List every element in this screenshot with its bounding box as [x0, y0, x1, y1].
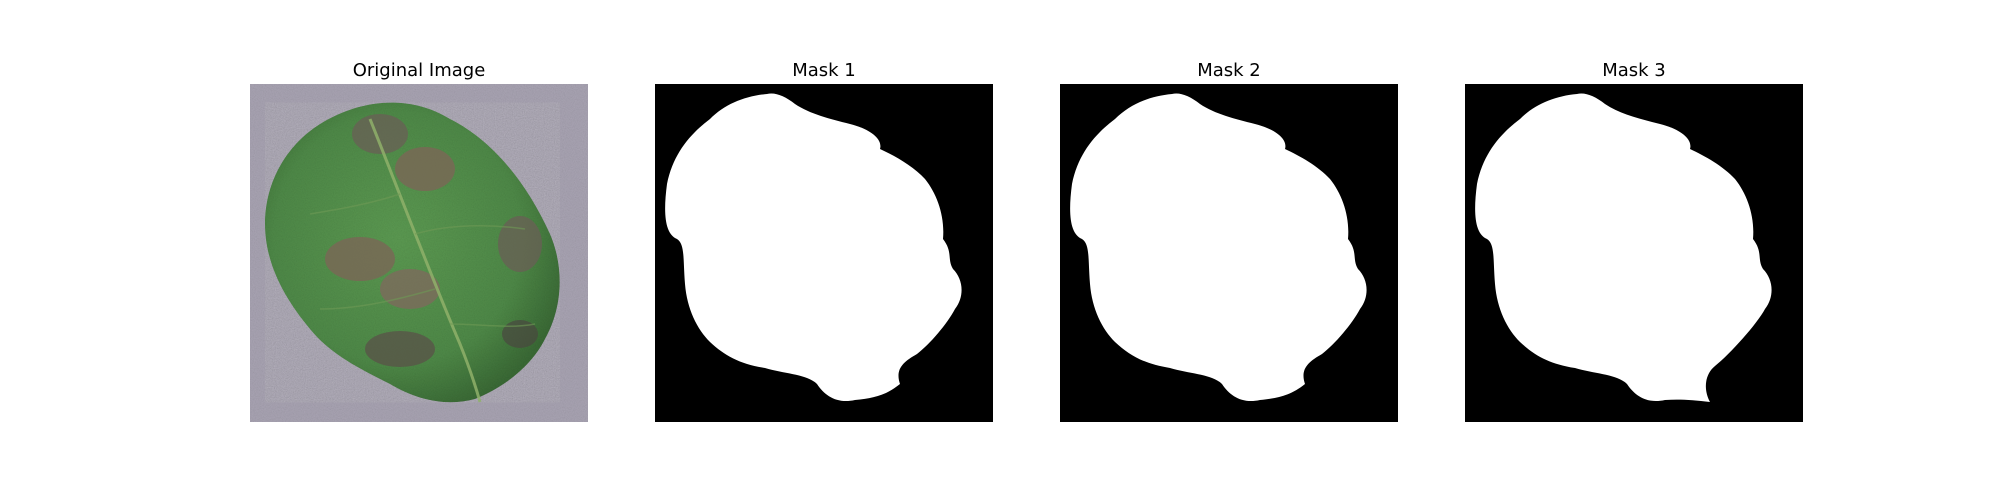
panel-title: Original Image [352, 60, 486, 81]
panel-title: Mask 1 [792, 60, 856, 81]
panel-original-image: Original Image [250, 58, 588, 422]
mask-image [1465, 84, 1803, 422]
mask-image [655, 84, 993, 422]
panel-mask-3: Mask 3 [1465, 58, 1803, 422]
panel-title: Mask 3 [1602, 60, 1666, 81]
panel-title: Mask 2 [1197, 60, 1261, 81]
panel-mask-1: Mask 1 [655, 58, 993, 422]
leaf-photo [250, 84, 588, 422]
panel-mask-2: Mask 2 [1060, 58, 1398, 422]
mask-image [1060, 84, 1398, 422]
